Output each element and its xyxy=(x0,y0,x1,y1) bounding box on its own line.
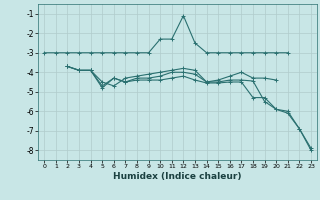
X-axis label: Humidex (Indice chaleur): Humidex (Indice chaleur) xyxy=(113,172,242,181)
